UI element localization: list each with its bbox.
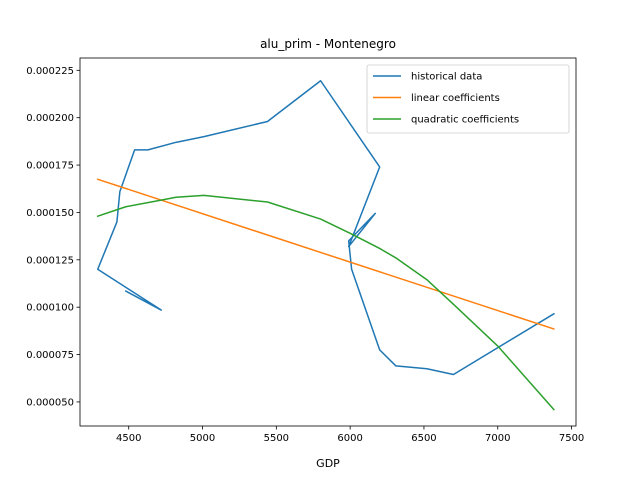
series-line-2 [96, 194, 555, 411]
axes-frame [79, 57, 577, 427]
y-tick-label: 0.000200 [26, 113, 74, 124]
y-tick-label: 0.000075 [26, 350, 74, 361]
legend-entry-0: historical data [411, 72, 482, 83]
y-tick-label: 0.000100 [26, 303, 74, 314]
x-axis-label: GDP [316, 457, 340, 470]
x-tick-label: 7000 [485, 433, 510, 444]
legend-entry-1: linear coefficients [411, 93, 500, 104]
legend-entry-2: quadratic coefficients [411, 115, 519, 126]
x-tick-label: 4500 [116, 433, 141, 444]
plot-area [96, 79, 555, 411]
series-line-0 [96, 79, 555, 376]
x-tick-label: 5500 [264, 433, 289, 444]
x-tick-label: 5000 [190, 433, 215, 444]
y-tick-label: 0.000150 [26, 208, 74, 219]
y-tick-label: 0.000225 [26, 66, 74, 77]
y-tick-label: 0.000175 [26, 161, 74, 172]
chart-title: alu_prim - Montenegro [260, 37, 396, 51]
x-tick-label: 7500 [559, 433, 584, 444]
axes-layer: 4500 5000 5500 6000 6500 7000 7500 0.000050 0.00… [26, 57, 584, 444]
series-line-1 [96, 178, 555, 330]
x-tick-label: 6500 [411, 433, 436, 444]
series-layer [96, 79, 555, 411]
legend: historical data linear coefficients quadra… [366, 64, 570, 134]
y-tick-label: 0.000125 [26, 255, 74, 266]
x-tick-label: 6000 [337, 433, 362, 444]
legend-box [366, 64, 570, 134]
y-tick-label: 0.000050 [26, 397, 74, 408]
